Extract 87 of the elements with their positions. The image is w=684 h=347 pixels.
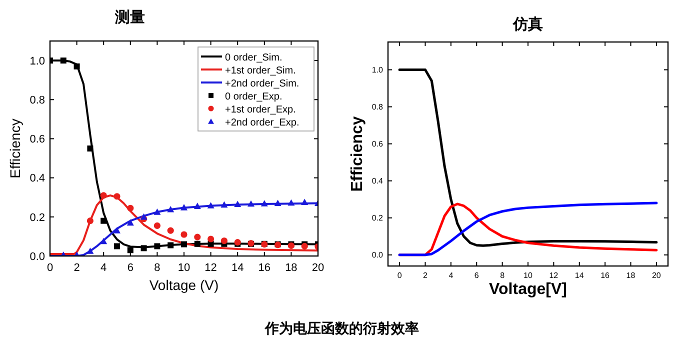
x-tick-label: 20	[652, 271, 662, 280]
x-tick-label: 12	[204, 262, 217, 274]
point	[74, 63, 80, 70]
point	[194, 202, 201, 209]
x-tick-label: 6	[474, 271, 480, 280]
point	[127, 204, 134, 212]
y-tick-label: 0.6	[372, 140, 384, 149]
y-axis-title: Efficiency	[349, 116, 366, 192]
point	[208, 236, 214, 242]
x-tick-label: 18	[285, 262, 298, 274]
x-tick-label: 4	[448, 271, 454, 280]
point	[140, 245, 147, 252]
x-tick-label: 18	[626, 271, 636, 280]
point	[194, 240, 200, 247]
legend-label: +1st order_Sim.	[225, 66, 296, 76]
point	[220, 237, 228, 244]
x-tick-label: 14	[231, 262, 244, 274]
point	[167, 227, 174, 234]
x-tick-label: 4	[100, 262, 107, 274]
y-tick-label: 0.8	[30, 94, 45, 106]
point	[140, 213, 148, 220]
x-tick-label: 8	[154, 262, 160, 274]
legend-label: +2nd order_Exp.	[225, 118, 300, 128]
point	[301, 198, 308, 206]
point	[154, 208, 161, 215]
text: 作为电压函数的衍射效率	[264, 320, 419, 336]
y-tick-label: 0.8	[372, 102, 384, 112]
y-tick-label: 0.0	[30, 250, 45, 263]
legend-label: +1st order_Exp.	[225, 104, 296, 116]
point	[154, 222, 160, 230]
point	[154, 243, 160, 250]
point	[220, 201, 228, 208]
chart-title: 测量	[114, 9, 145, 26]
point	[87, 146, 94, 152]
line-series	[398, 68, 658, 247]
point	[114, 193, 120, 200]
point	[180, 231, 188, 238]
legend-label: 0 order_Exp.	[225, 92, 282, 102]
y-tick-label: 0.6	[30, 134, 45, 146]
point	[60, 58, 66, 64]
x-tick-label: 14	[574, 271, 584, 280]
point	[181, 241, 187, 248]
point	[114, 243, 120, 250]
y-tick-label: 0.4	[30, 172, 45, 185]
x-tick-label: 6	[127, 262, 134, 274]
point	[301, 242, 308, 250]
x-axis-title: Voltage[V]	[489, 281, 567, 298]
x-axis-title: Voltage (V)	[149, 277, 219, 293]
point	[127, 247, 134, 254]
chart-title: 仿真	[512, 16, 543, 33]
x-tick-label: 0	[46, 262, 54, 274]
x-tick-label: 10	[524, 271, 533, 280]
point	[180, 204, 188, 210]
point	[100, 238, 108, 244]
point	[168, 242, 174, 248]
y-tick-label: 0.2	[30, 212, 45, 224]
x-tick-label: 16	[258, 262, 271, 274]
point	[86, 218, 94, 224]
point	[234, 200, 242, 208]
x-tick-label: 8	[500, 271, 506, 280]
point	[167, 206, 174, 212]
point	[260, 200, 268, 206]
y-tick-label: 0.2	[372, 214, 384, 223]
x-tick-label: 12	[549, 271, 559, 280]
point	[274, 200, 282, 206]
y-axis-title: Efficiency	[7, 118, 23, 178]
x-tick-label: 2	[74, 262, 80, 274]
y-tick-label: 0.0	[372, 250, 384, 260]
x-tick-label: 2	[423, 271, 428, 280]
x-tick-label: 16	[600, 271, 610, 280]
point	[86, 248, 94, 254]
point	[126, 219, 134, 226]
point	[194, 234, 201, 240]
legend-label: +2nd order_Sim.	[225, 78, 300, 90]
point	[100, 218, 107, 224]
point	[288, 199, 295, 206]
y-tick-label: 0.4	[372, 176, 384, 186]
legend-label: 0 order_Sim.	[225, 52, 282, 64]
point	[248, 200, 254, 207]
x-tick-label: 0	[397, 271, 402, 280]
y-tick-label: 1.0	[30, 55, 45, 68]
x-tick-label: 20	[312, 262, 324, 274]
point	[207, 202, 214, 208]
x-tick-label: 10	[178, 262, 190, 274]
point	[100, 192, 107, 199]
y-tick-label: 1.0	[372, 66, 384, 75]
point	[114, 227, 120, 234]
